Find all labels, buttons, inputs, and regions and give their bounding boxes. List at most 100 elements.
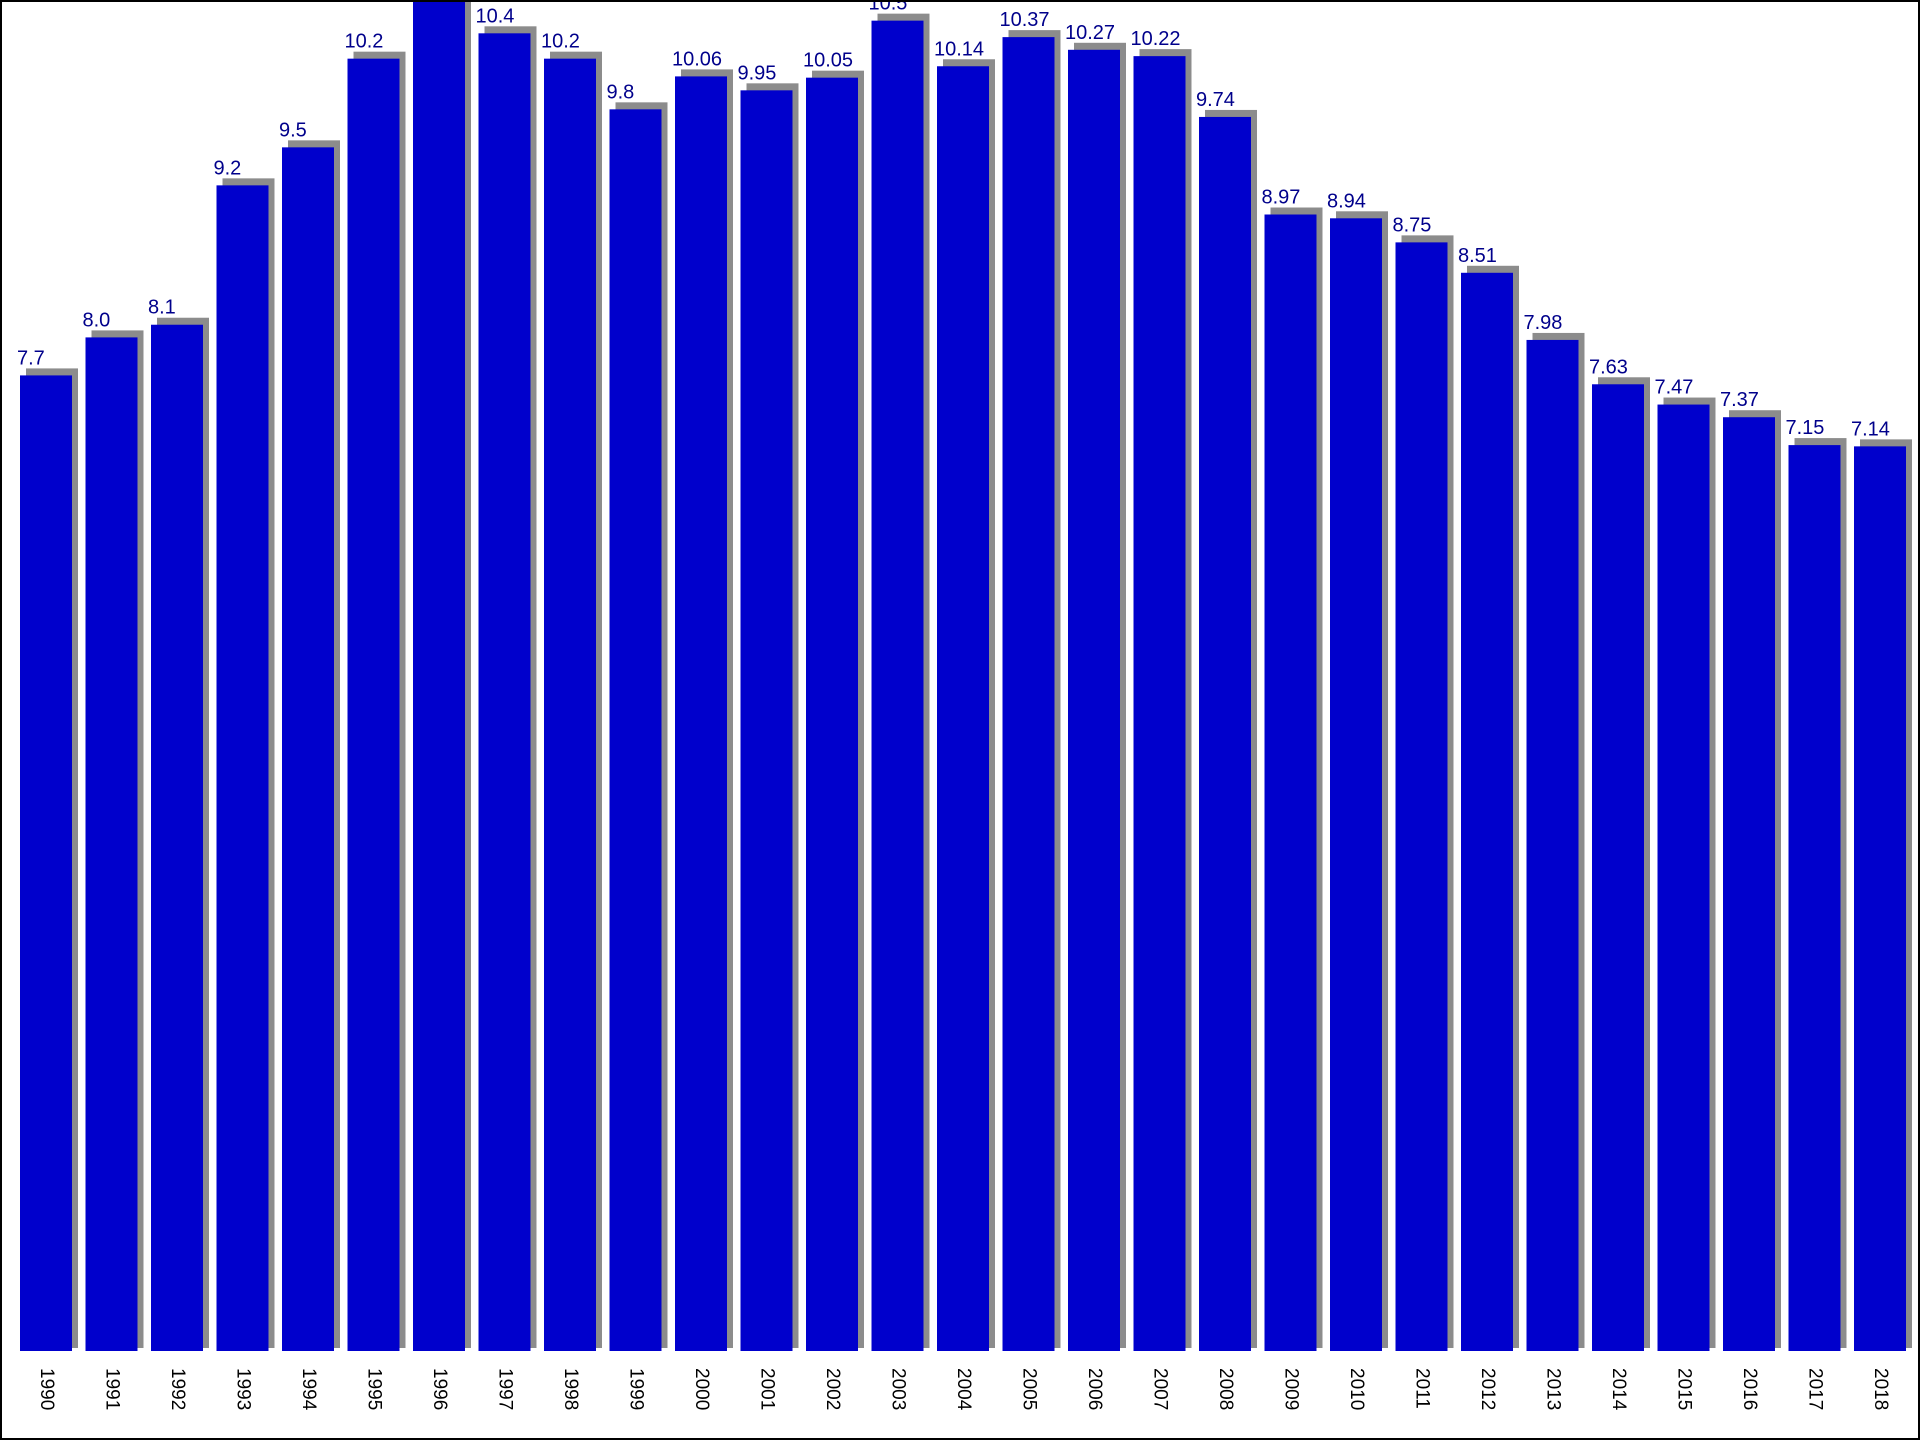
bar-fill [1264,214,1317,1352]
bar-fill [1133,56,1186,1352]
value-labels-layer: 7.78.08.19.29.510.210.710.410.29.810.069… [17,2,1890,440]
value-label: 10.22 [1131,28,1181,50]
x-tick-label: 1997 [494,1368,515,1410]
bar-2006 [1068,42,1126,1351]
bar-fill [1461,272,1513,1352]
bar-2017 [1788,438,1847,1352]
value-label: 8.1 [148,297,176,319]
bar-fill [1199,116,1251,1351]
value-label: 7.47 [1655,377,1694,399]
bar-2000 [675,69,733,1352]
bar-2011 [1395,235,1454,1351]
value-label: 10.14 [934,38,984,60]
x-tick-label: 1994 [298,1368,319,1411]
x-tick-labels-layer: 1990 1991 1992 1993 1994 1995 1996 1997 1998 1999… [36,1368,1891,1411]
bar-1992 [151,317,209,1352]
bar-fill [347,58,400,1351]
bar-2004 [937,59,995,1352]
bar-2003 [871,13,930,1351]
value-label: 7.15 [1786,417,1825,439]
bar-fill [937,66,989,1352]
bars-layer [20,2,1912,1352]
bar-fill [871,20,924,1351]
value-label: 10.27 [1065,22,1115,44]
bar-1998 [544,51,602,1351]
bar-fill [85,337,138,1351]
x-tick-label: 2017 [1804,1368,1825,1410]
value-label: 9.74 [1196,89,1235,111]
bar-fill [413,2,465,1351]
bar-fill [740,90,793,1352]
value-label: 10.5 [869,2,908,15]
bar-1990 [20,368,78,1351]
bar-fill [478,33,531,1352]
x-tick-label: 2002 [822,1368,843,1410]
bar-2014 [1592,377,1650,1351]
bar-fill [609,109,662,1352]
bar-fill [282,147,334,1352]
bar-fill [1723,417,1775,1351]
x-tick-label: 2003 [887,1368,908,1410]
value-label: 9.95 [738,62,777,84]
bar-2018 [1854,439,1912,1351]
x-tick-label: 1993 [232,1368,253,1410]
value-label: 10.4 [476,5,515,27]
bar-fill [1526,339,1579,1352]
bar-2002 [806,70,864,1351]
bar-fill [1395,242,1448,1351]
bar-fill [216,185,269,1352]
bar-fill [1330,218,1382,1351]
value-label: 7.14 [1851,418,1890,440]
value-label: 9.8 [607,81,635,103]
x-tick-label: 2018 [1870,1368,1891,1410]
x-tick-label: 1992 [167,1368,188,1410]
bar-2001 [740,83,799,1352]
bar-2016 [1723,410,1781,1351]
bar-2015 [1657,397,1716,1351]
value-label: 10.2 [541,31,580,53]
bar-2007 [1133,49,1192,1352]
x-tick-label: 2016 [1739,1368,1760,1410]
value-label: 10.37 [1000,9,1050,31]
x-tick-label: 2012 [1477,1368,1498,1410]
bar-fill [1657,404,1710,1351]
x-tick-label: 2013 [1542,1368,1563,1410]
value-label: 7.63 [1589,356,1628,378]
value-label: 8.0 [83,309,111,331]
value-label: 10.2 [345,31,384,53]
value-label: 10.05 [803,50,853,72]
bar-2005 [1002,30,1061,1352]
bar-fill [1002,37,1055,1352]
value-label: 8.94 [1327,190,1366,212]
bar-1999 [609,102,668,1352]
bar-2010 [1330,211,1388,1351]
x-tick-label: 1991 [101,1368,122,1410]
bar-2009 [1264,207,1323,1352]
value-label: 9.2 [214,157,242,179]
value-label: 8.97 [1262,187,1301,209]
bar-fill [1788,445,1841,1352]
bar-fill [675,76,727,1352]
x-tick-label: 2001 [756,1368,777,1410]
value-label: 9.5 [279,119,307,141]
x-tick-label: 1998 [560,1368,581,1410]
value-label: 10.06 [672,48,722,70]
x-tick-label: 2010 [1346,1368,1367,1410]
bar-fill [20,375,72,1351]
x-tick-label: 2009 [1280,1368,1301,1410]
x-tick-label: 2000 [691,1368,712,1410]
x-tick-label: 1999 [625,1368,646,1410]
bar-1997 [478,26,537,1352]
value-label: 7.37 [1720,389,1759,411]
x-tick-label: 2014 [1608,1368,1629,1411]
bar-fill [151,324,203,1352]
x-tick-label: 2011 [1411,1368,1432,1409]
value-label: 8.51 [1458,245,1497,267]
x-tick-label: 1995 [363,1368,384,1410]
value-label: 7.98 [1524,312,1563,334]
bar-1996 [413,2,471,1351]
x-tick-label: 1996 [429,1368,450,1410]
bar-fill [1854,446,1906,1351]
bar-fill [1592,384,1644,1351]
